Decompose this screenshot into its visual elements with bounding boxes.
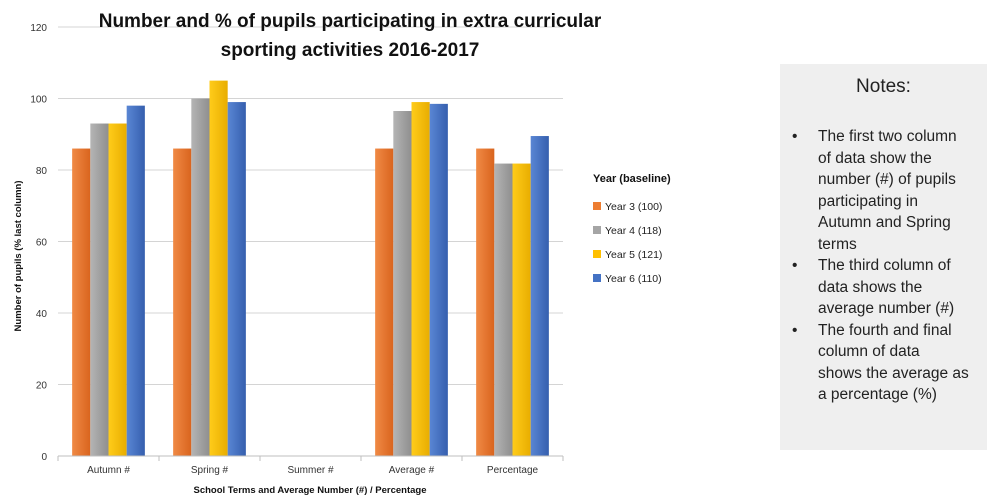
legend-swatch <box>593 226 601 234</box>
legend-swatch <box>593 274 601 282</box>
chart: 0 20 40 60 80 100 120 Autumn # Spring # Summer # A… <box>13 11 671 496</box>
bar <box>173 148 192 457</box>
y-tick-label: 20 <box>36 381 48 392</box>
bar <box>375 148 394 457</box>
bar <box>476 148 495 457</box>
x-tick-label: Spring # <box>191 465 229 476</box>
bar <box>191 98 210 456</box>
bar <box>227 102 246 456</box>
bullet-icon: • <box>792 128 798 145</box>
notes-item-text: The fourth and final column of data show… <box>818 321 969 404</box>
bar <box>494 163 513 456</box>
notes-item-text: The first two column of data show the nu… <box>818 128 957 253</box>
bar <box>530 136 549 456</box>
x-tick-label: Autumn # <box>87 465 130 476</box>
notes-item: • The fourth and final column of data sho… <box>792 320 987 406</box>
legend-label: Year 4 (118) <box>605 225 662 237</box>
legend-swatch <box>593 202 601 210</box>
notes-item: • The third column of data shows the aver… <box>792 255 987 320</box>
x-tick-label: Percentage <box>487 465 539 476</box>
legend-swatch <box>593 250 601 258</box>
y-tick-label: 80 <box>36 166 48 177</box>
bar <box>108 123 127 457</box>
legend-label: Year 3 (100) <box>605 201 662 213</box>
notes-item: • The first two column of data show the n… <box>792 126 987 255</box>
bar <box>209 80 228 456</box>
x-axis-label: School Terms and Average Number (#) / Pe… <box>194 485 427 496</box>
bar <box>72 148 91 457</box>
x-tick-label: Summer # <box>287 465 334 476</box>
bar <box>126 105 145 457</box>
notes-item-text: The third column of data shows the avera… <box>818 257 955 317</box>
bars <box>72 80 549 457</box>
legend: Year (baseline) Year 3 (100) Year 4 (118)… <box>593 173 671 285</box>
chart-title-line-2: sporting activities 2016-2017 <box>221 40 480 61</box>
legend-label: Year 6 (110) <box>605 273 662 285</box>
y-tick-label: 100 <box>30 95 47 106</box>
bullet-icon: • <box>792 257 798 274</box>
y-tick-label: 40 <box>36 309 48 320</box>
y-tick-label: 120 <box>30 23 47 34</box>
x-tick-label: Average # <box>389 465 435 476</box>
chart-title-line-1: Number and % of pupils participating in … <box>99 11 602 32</box>
y-tick-label: 0 <box>41 452 47 463</box>
bullet-icon: • <box>792 321 798 339</box>
bar <box>393 111 412 456</box>
notes-title: Notes: <box>856 76 911 97</box>
bar <box>429 103 448 457</box>
y-tick-label: 60 <box>36 238 48 249</box>
y-axis-label: Number of pupils (% last column) <box>13 181 24 332</box>
bar <box>512 163 531 456</box>
notes-list: • The first two column of data show the n… <box>792 126 987 406</box>
legend-label: Year 5 (121) <box>605 249 662 261</box>
bar <box>90 123 109 457</box>
axes: 0 20 40 60 80 100 120 Autumn # Spring # Summer # A… <box>30 23 564 476</box>
bar <box>411 102 430 456</box>
notes-panel: Notes: • The first two column of data sho… <box>780 64 987 450</box>
legend-title: Year (baseline) <box>593 173 671 185</box>
